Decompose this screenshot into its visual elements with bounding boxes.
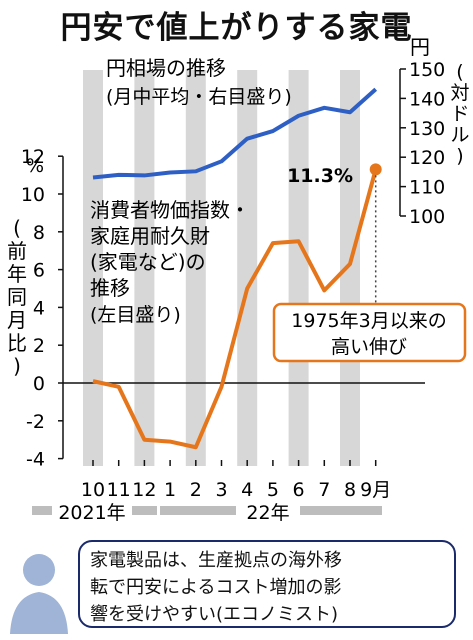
left-axis-title-char: 前 [7, 239, 27, 263]
cpi-last-marker [369, 163, 382, 176]
cpi-series-name-line: 推移 [90, 276, 130, 300]
yen-series-name: 円相場の推移 [106, 56, 226, 80]
comment-line: 転で円安によるコスト増加の影 [90, 577, 342, 598]
left-tick-label: 10 [21, 184, 45, 206]
cpi-line [92, 168, 378, 450]
left-tick-label: 2 [33, 335, 45, 357]
right-tick-label: 130 [409, 118, 445, 140]
x-tick-label: 7 [318, 479, 330, 501]
left-tick-label: 4 [33, 297, 45, 319]
x-tick-label: 1 [164, 479, 176, 501]
month-bands [83, 70, 360, 466]
left-tick-label: -2 [26, 411, 45, 433]
month-band [340, 70, 360, 466]
x-tick-label: 2 [190, 479, 202, 501]
annotations: 円相場の推移 (月中平均・右目盛り) 消費者物価指数・家庭用耐久財(家電など)の推移… [90, 56, 467, 363]
x-tick-label: 12 [132, 479, 156, 501]
left-tick-label: 0 [33, 373, 45, 395]
left-axis-title-char: 同 [7, 285, 27, 309]
cpi-series-name-line: (家電など)の [90, 250, 206, 274]
month-band [83, 70, 103, 466]
line-chart: -4-2024681012%(前年同月比)100110120130140150円… [7, 35, 470, 524]
data-lines [92, 87, 382, 450]
right-axis-title-char: 対 [450, 82, 469, 104]
right-tick-label: 110 [409, 177, 445, 199]
axes [32, 68, 425, 523]
x-tick-label: 8 [344, 479, 356, 501]
right-axis-paren-open: ( [456, 61, 463, 83]
left-axis-title-char: 月 [7, 308, 27, 332]
right-tick-label: 100 [409, 206, 445, 228]
last-value-label: 11.3% [287, 165, 353, 187]
left-axis-title-char: 年 [7, 262, 27, 286]
right-tick-label: 140 [409, 88, 445, 110]
month-band [134, 70, 155, 466]
left-tick-label: 8 [33, 222, 45, 244]
month-band [288, 70, 309, 466]
cpi-series-name-line: 消費者物価指数・ [90, 198, 250, 222]
yen-series-sub: (月中平均・右目盛り) [106, 86, 292, 108]
left-axis-unit: % [26, 155, 44, 177]
page-title: 円安で値上がりする家電 [60, 10, 413, 46]
economist-comment: 家電製品は、生産拠点の海外移 転で円安によるコスト増加の影 響を受けやすい(エコ… [78, 540, 456, 628]
year-label: 2021年 [58, 502, 125, 524]
cpi-series-name-line: 家庭用耐久財 [90, 224, 210, 248]
year-label-bg [236, 501, 300, 523]
yen-line [92, 87, 378, 180]
month-band [237, 70, 258, 466]
x-tick-label: 6 [293, 479, 305, 501]
x-tick-label: 3 [215, 479, 227, 501]
x-tick-label: 9月 [360, 479, 391, 501]
axis-labels: -4-2024681012%(前年同月比)100110120130140150円… [7, 35, 470, 524]
left-tick-label: -4 [26, 449, 45, 471]
right-axis-title-char: ド [450, 103, 469, 125]
callout-line: 1975年3月以来の [291, 310, 446, 332]
left-tick-label: 12 [21, 146, 45, 168]
left-axis-paren-open: ( [13, 216, 21, 240]
right-axis-unit: 円 [410, 35, 430, 59]
callout-line: 高い伸び [331, 336, 407, 358]
x-tick-label: 10 [81, 479, 105, 501]
x-tick-label: 4 [241, 479, 253, 501]
callout-box [272, 302, 467, 363]
right-axis-title-char: ル [450, 124, 469, 146]
left-axis-title-char: 比 [7, 331, 27, 355]
cpi-series-sub: (左目盛り) [90, 304, 181, 326]
economist-avatar-icon [10, 554, 76, 634]
left-axis-paren-close: ) [13, 354, 21, 378]
year-label: 22年 [246, 502, 289, 524]
left-tick-label: 6 [33, 260, 45, 282]
comment-line: 家電製品は、生産拠点の海外移 [90, 550, 342, 571]
comment-line: 響を受けやすい(エコノミスト) [90, 604, 339, 625]
x-tick-label: 5 [267, 479, 279, 501]
right-tick-label: 150 [409, 59, 445, 81]
right-tick-label: 120 [409, 147, 445, 169]
year-label-bg [52, 501, 132, 523]
right-axis-paren-close: ) [456, 145, 463, 167]
x-tick-label: 11 [107, 479, 131, 501]
